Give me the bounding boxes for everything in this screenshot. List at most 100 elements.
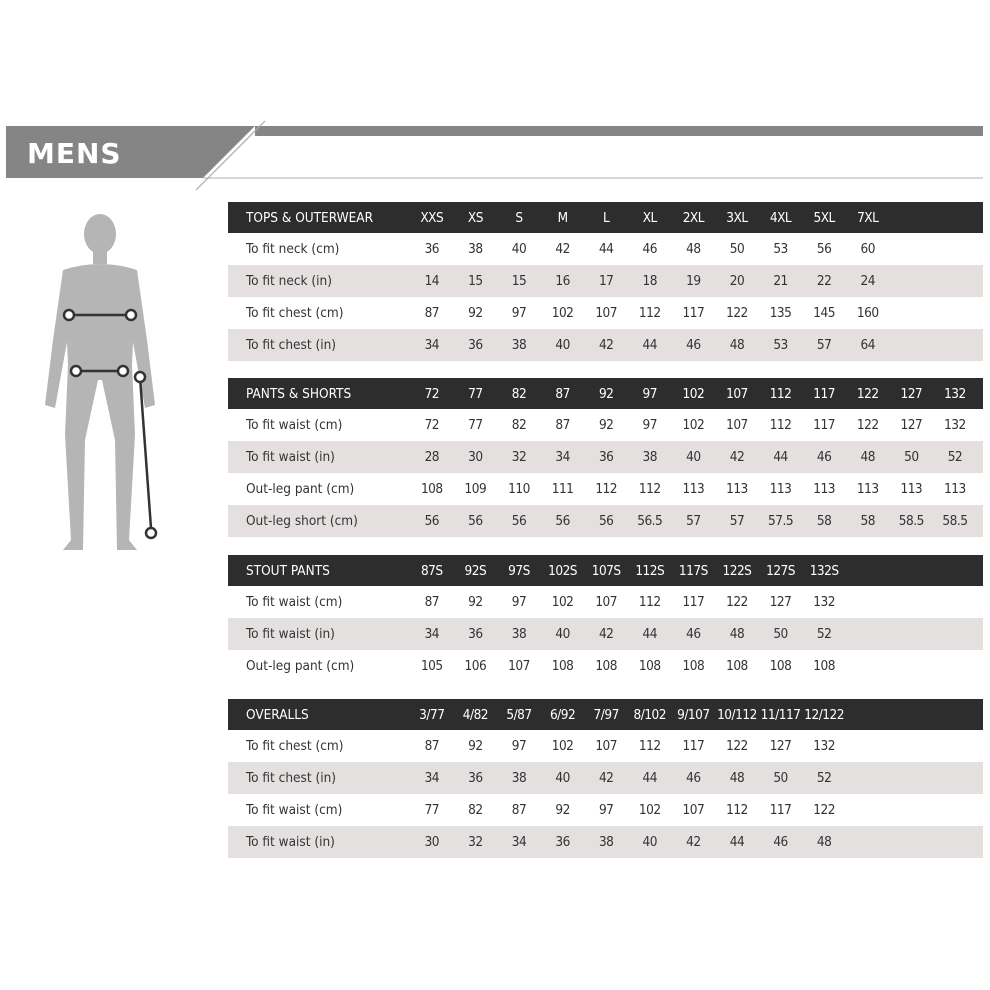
size-header: 2XL <box>682 209 705 226</box>
row-label: To fit waist (in) <box>246 449 335 465</box>
table-row: To fit waist (in) 34 36 38 40 42 44 46 48 50 52 <box>228 618 983 650</box>
table-cell: 105 <box>420 658 443 674</box>
table-cell: 34 <box>424 626 440 642</box>
table-cell: 18 <box>642 273 658 289</box>
table-cell: 87 <box>424 594 440 610</box>
table-cell: 42 <box>729 449 745 465</box>
table-cell: 108 <box>551 658 574 674</box>
table-cell: 44 <box>773 449 788 465</box>
table-cell: 36 <box>468 337 483 353</box>
size-header: 3XL <box>726 209 748 226</box>
table-cell: 17 <box>598 273 614 289</box>
table-cell: 108 <box>769 658 792 674</box>
size-header: 127S <box>766 562 795 579</box>
table-cell: 40 <box>642 834 658 850</box>
table-cell: 44 <box>598 241 614 257</box>
table-cell: 77 <box>424 802 440 818</box>
table-cell: 36 <box>468 626 483 642</box>
size-header: 7XL <box>857 209 879 226</box>
row-label: To fit chest (in) <box>246 770 337 786</box>
size-header: 102S <box>548 562 578 579</box>
table-cell: 30 <box>468 449 483 465</box>
table-row: Out-leg pant (cm) 108 109 110 111 112 112 113 11… <box>228 473 983 505</box>
table-cell: 46 <box>686 626 701 642</box>
table-cell: 52 <box>816 770 832 786</box>
size-header: 11/117 <box>760 706 801 723</box>
size-header: 7/97 <box>593 706 620 723</box>
table-cell: 56 <box>598 513 614 529</box>
table-cell: 108 <box>420 481 443 497</box>
table-cell: 46 <box>686 337 701 353</box>
table-cell: 56 <box>424 513 440 529</box>
size-header: 4/82 <box>462 706 489 723</box>
row-label: To fit neck (in) <box>246 273 332 289</box>
table-cell: 48 <box>729 626 745 642</box>
size-header: 127 <box>900 385 923 402</box>
table-cell: 56 <box>816 241 832 257</box>
table-cell: 108 <box>595 658 618 674</box>
row-label: To fit waist (cm) <box>246 417 343 433</box>
table-cell: 32 <box>468 834 483 850</box>
table-cell: 107 <box>595 305 618 321</box>
size-header: XL <box>642 209 658 226</box>
row-label: To fit waist (cm) <box>246 594 343 610</box>
table-cell: 44 <box>642 770 658 786</box>
table-cell: 107 <box>726 417 748 433</box>
table-cell: 97 <box>642 417 658 433</box>
table-cell: 87 <box>424 738 440 754</box>
table-cell: 58.5 <box>942 513 968 529</box>
table-cell: 40 <box>511 241 527 257</box>
table-cell: 113 <box>856 481 879 497</box>
table-cell: 122 <box>813 802 835 818</box>
size-header: 92 <box>598 385 614 402</box>
table-cell: 22 <box>816 273 832 289</box>
size-header: 77 <box>468 385 483 402</box>
table-cell: 15 <box>468 273 483 289</box>
section-title: STOUT PANTS <box>246 562 330 579</box>
table-cell: 48 <box>729 770 745 786</box>
table-cell: 20 <box>729 273 745 289</box>
size-header: 117S <box>678 562 708 579</box>
table-cell: 48 <box>816 834 832 850</box>
table-row: To fit waist (cm) 87 92 97 102 107 112 117 122 12… <box>228 586 983 618</box>
table-cell: 87 <box>511 802 527 818</box>
table-cell: 21 <box>773 273 788 289</box>
table-cell: 97 <box>511 738 527 754</box>
table-row: To fit chest (in) 34 36 38 40 42 44 46 48 50 52 <box>228 762 983 794</box>
table-cell: 56.5 <box>637 513 663 529</box>
table-cell: 36 <box>555 834 570 850</box>
table-row: To fit neck (cm) 36 38 40 42 44 46 48 50 53 56 60 <box>228 233 983 265</box>
size-header: 9/107 <box>677 706 710 723</box>
table-cell: 34 <box>511 834 527 850</box>
table-cell: 82 <box>511 417 527 433</box>
table-cell: 50 <box>729 241 745 257</box>
page-title: MENS <box>27 137 122 170</box>
table-cell: 50 <box>904 449 919 465</box>
table-cell: 132 <box>813 738 835 754</box>
row-label: Out-leg pant (cm) <box>246 481 355 497</box>
table-row: To fit waist (in) 30 32 34 36 38 40 42 44 46 48 <box>228 826 983 858</box>
row-label: To fit waist (in) <box>246 626 335 642</box>
table-cell: 108 <box>638 658 661 674</box>
table-row: To fit chest (cm) 87 92 97 102 107 112 117 122 13… <box>228 297 983 329</box>
table-cell: 92 <box>555 802 570 818</box>
table-cell: 92 <box>468 305 483 321</box>
table-cell: 57 <box>816 337 832 353</box>
table-cell: 28 <box>424 449 440 465</box>
table-cell: 92 <box>468 738 483 754</box>
table-cell: 46 <box>686 770 701 786</box>
table-cell: 52 <box>947 449 963 465</box>
size-header: 5/87 <box>506 706 532 723</box>
size-header: XXS <box>420 209 444 226</box>
row-label: Out-leg pant (cm) <box>246 658 355 674</box>
table-cell: 44 <box>642 337 658 353</box>
table-cell: 57 <box>686 513 701 529</box>
size-header: 4XL <box>769 209 792 226</box>
size-table-tops-outerwear: TOPS & OUTERWEAR XXS XS S M L XL 2XL 3XL 4XL 5XL 7X… <box>228 202 983 361</box>
row-label: To fit chest (cm) <box>246 305 344 321</box>
size-header: 122 <box>856 385 879 402</box>
table-cell: 34 <box>424 337 440 353</box>
table-cell: 117 <box>769 802 792 818</box>
table-cell: 40 <box>686 449 701 465</box>
table-cell: 82 <box>468 802 483 818</box>
